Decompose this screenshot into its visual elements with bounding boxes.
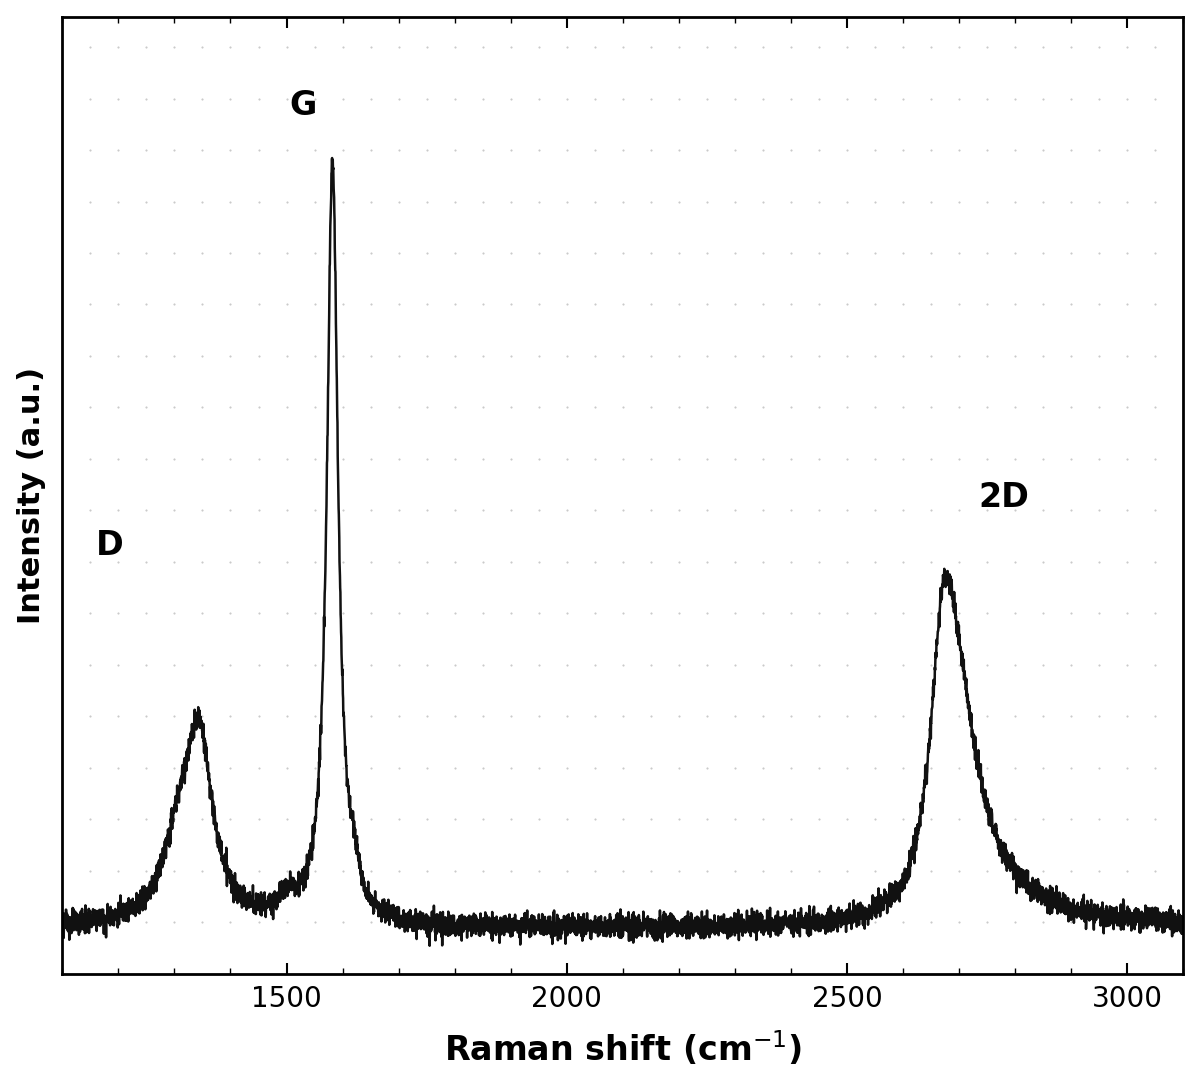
Text: G: G (289, 89, 317, 122)
Y-axis label: Intensity (a.u.): Intensity (a.u.) (17, 367, 46, 624)
Text: 2D: 2D (979, 482, 1030, 514)
Text: D: D (96, 529, 124, 562)
X-axis label: Raman shift (cm$^{-1}$): Raman shift (cm$^{-1}$) (444, 1030, 802, 1069)
